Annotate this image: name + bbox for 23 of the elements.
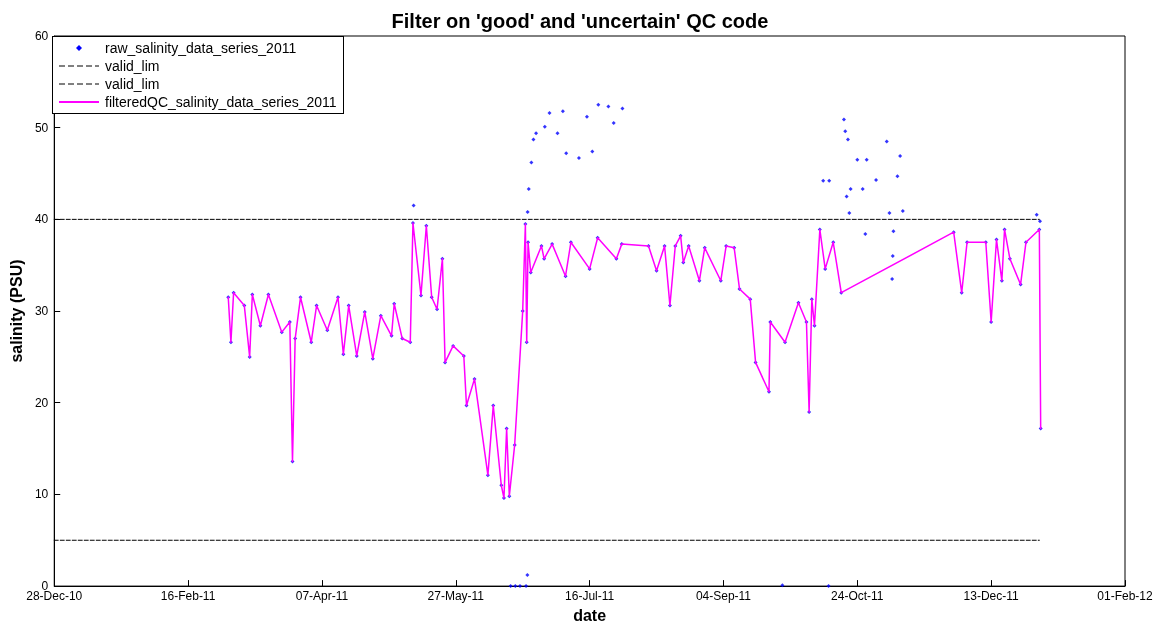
x-tick-label: 13-Dec-11 <box>963 589 1020 604</box>
x-tick-label: 16-Jul-11 <box>565 589 615 604</box>
legend-label: raw_salinity_data_series_2011 <box>105 39 297 57</box>
legend-label: valid_lim <box>105 75 160 93</box>
x-tick-label: 24-Oct-11 <box>831 589 884 604</box>
y-tick-label: 30 <box>34 304 49 319</box>
legend-label: filteredQC_salinity_data_series_2011 <box>105 93 337 111</box>
y-tick-label: 20 <box>34 395 49 410</box>
legend-label: valid_lim <box>105 57 160 75</box>
y-axis-title: salinity (PSU) <box>7 259 25 363</box>
y-tick-label: 40 <box>34 212 49 227</box>
x-tick-label: 07-Apr-11 <box>295 589 349 604</box>
chart-title: Filter on 'good' and 'uncertain' QC code <box>391 10 769 32</box>
x-tick-label: 27-May-11 <box>427 589 485 604</box>
y-tick-label: 50 <box>34 120 49 135</box>
x-axis-title: date <box>573 606 607 624</box>
y-tick-label: 10 <box>34 487 49 502</box>
x-tick-label: 04-Sep-11 <box>695 589 752 604</box>
x-tick-label: 28-Dec-10 <box>26 589 83 604</box>
y-tick-label: 60 <box>34 29 49 43</box>
x-tick-label: 01-Feb-12 <box>1097 589 1153 604</box>
x-tick-label: 16-Feb-11 <box>160 589 216 604</box>
line-series <box>227 222 1042 499</box>
